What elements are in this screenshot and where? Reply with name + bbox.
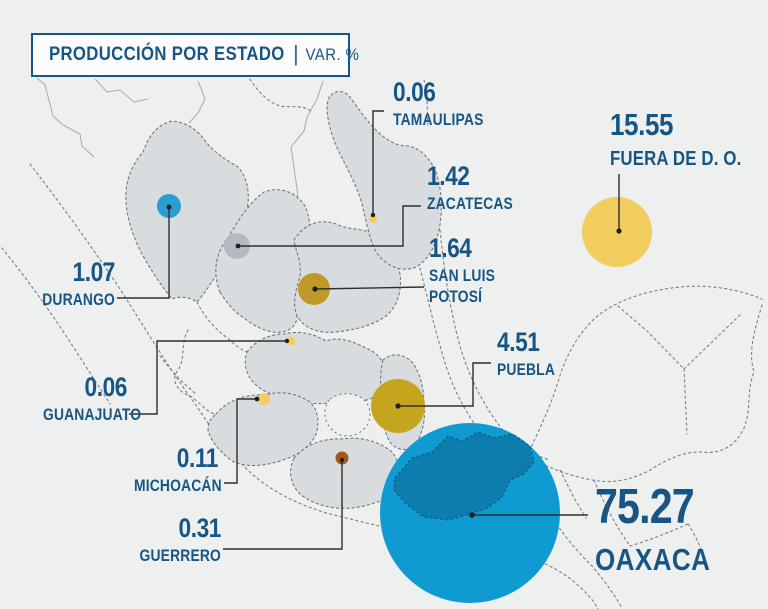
value-puebla: 4.51 (497, 327, 540, 357)
yucatan-divider-1 (617, 305, 685, 370)
chiapas-border-1 (559, 469, 587, 519)
coastline-inner (1, 247, 111, 405)
label-guerrero: 0.31 GUERRERO (137, 513, 222, 567)
state-name-potosi: POTOSÍ (429, 288, 483, 307)
state-oaxaca-shape (393, 431, 535, 521)
state-name-san-luis: SAN LUIS (429, 267, 496, 285)
label-puebla: 4.51 PUEBLA (497, 329, 555, 381)
bubble-guanajuato (286, 336, 296, 346)
label-guanajuato: 0.06 GUANAJUATO (43, 372, 142, 426)
jalisco-border-3 (159, 355, 197, 395)
value-tamaulipas: 0.06 (393, 77, 436, 107)
value-michoacan: 0.11 (176, 443, 219, 473)
legend-subtitle: VAR. % (305, 45, 360, 64)
dot-michoacan (254, 396, 260, 402)
legend-title: PRODUCCIÓN POR ESTADO (49, 44, 285, 65)
state-name-zacatecas: ZACATECAS (427, 195, 513, 213)
border-line-nw (36, 77, 95, 158)
yucatan-north-coast (526, 285, 763, 457)
leader-guerrero (223, 460, 343, 550)
leader-dots-group (166, 204, 622, 518)
border-line-nuevo-leon (290, 80, 324, 203)
dot-oaxaca (469, 512, 475, 518)
legend-separator: | (293, 41, 299, 66)
value-durango: 1.07 (72, 257, 116, 287)
state-tamaulipas-shape (326, 90, 442, 270)
yucatan-divider-3 (683, 368, 688, 435)
oaxaca-state-overlay-group (393, 431, 535, 521)
label-tamaulipas: 0.06 TAMAULIPAS (393, 79, 483, 131)
state-name-michoacan: MICHOACÁN (134, 477, 222, 495)
state-name-tamaulipas: TAMAULIPAS (393, 111, 484, 129)
dot-puebla (395, 403, 401, 409)
highlighted-states-group (125, 90, 442, 509)
border-line-top (94, 78, 149, 103)
state-name-san-luis-potosi: SAN LUIS POTOSÍ (429, 266, 495, 308)
label-san-luis-potosi: 1.64 SAN LUIS POTOSÍ (429, 235, 495, 308)
dot-san-luis-potosi (312, 286, 318, 292)
value-fuera-de-do: 15.55 (610, 107, 674, 142)
bubble-michoacan (258, 393, 270, 405)
label-fuera-de-do: 15.55 FUERA DE D. O. (610, 109, 741, 173)
dot-zacatecas (235, 243, 241, 249)
leader-guanajuato (129, 340, 288, 415)
dot-tamaulipas (370, 212, 376, 218)
label-oaxaca: 75.27 OAXACA (595, 483, 710, 580)
leader-durango (117, 207, 170, 299)
dot-guanajuato (284, 338, 290, 344)
jalisco-border-1 (196, 301, 248, 353)
northern-borders-group (36, 77, 324, 203)
state-name-durango: DURANGO (42, 291, 115, 309)
yucatan-divider-2 (683, 312, 743, 370)
state-name-oaxaca: OAXACA (595, 542, 711, 577)
legend-title-box: PRODUCCIÓN POR ESTADO | VAR. % (31, 33, 359, 77)
value-guanajuato: 0.06 (84, 372, 128, 402)
state-san-luis-potosi-shape (293, 221, 402, 333)
dot-guerrero (339, 457, 345, 463)
jalisco-border-2 (174, 329, 217, 415)
state-name-puebla: PUEBLA (497, 361, 555, 379)
label-michoacan: 0.11 MICHOACÁN (134, 443, 222, 497)
legend-title-inner: PRODUCCIÓN POR ESTADO | VAR. % (49, 41, 359, 69)
leader-michoacan (224, 398, 258, 484)
leader-puebla (398, 362, 491, 407)
border-line-north-center (188, 80, 206, 124)
value-oaxaca: 75.27 (595, 480, 695, 534)
state-name-fuera-de-do: FUERA DE D. O. (610, 148, 742, 170)
value-guerrero: 0.31 (178, 513, 222, 543)
yucatan-south-outline (526, 304, 763, 483)
dot-fuera-de-do (616, 228, 622, 234)
leader-zacatecas (238, 205, 421, 247)
leader-lines-group (117, 110, 620, 550)
dot-durango (166, 204, 172, 210)
state-guerrero-shape (290, 437, 401, 509)
coahuila-border (249, 78, 313, 113)
value-san-luis-potosi: 1.64 (429, 233, 472, 263)
gulf-coast-north (423, 79, 429, 129)
state-name-guerrero: GUERRERO (139, 547, 221, 565)
state-edomex-gap-shape (324, 393, 371, 437)
leader-tamaulipas (372, 110, 384, 216)
leader-san-luis-potosi (314, 286, 425, 290)
chiapas-border-2 (593, 479, 707, 565)
state-name-guanajuato: GUANAJUATO (43, 406, 142, 424)
bubble-oaxaca (380, 423, 560, 603)
label-durango: 1.07 DURANGO (38, 259, 115, 311)
value-zacatecas: 1.42 (427, 161, 470, 191)
bubble-tamaulipas (369, 215, 377, 223)
label-zacatecas: 1.42 ZACATECAS (427, 163, 513, 215)
